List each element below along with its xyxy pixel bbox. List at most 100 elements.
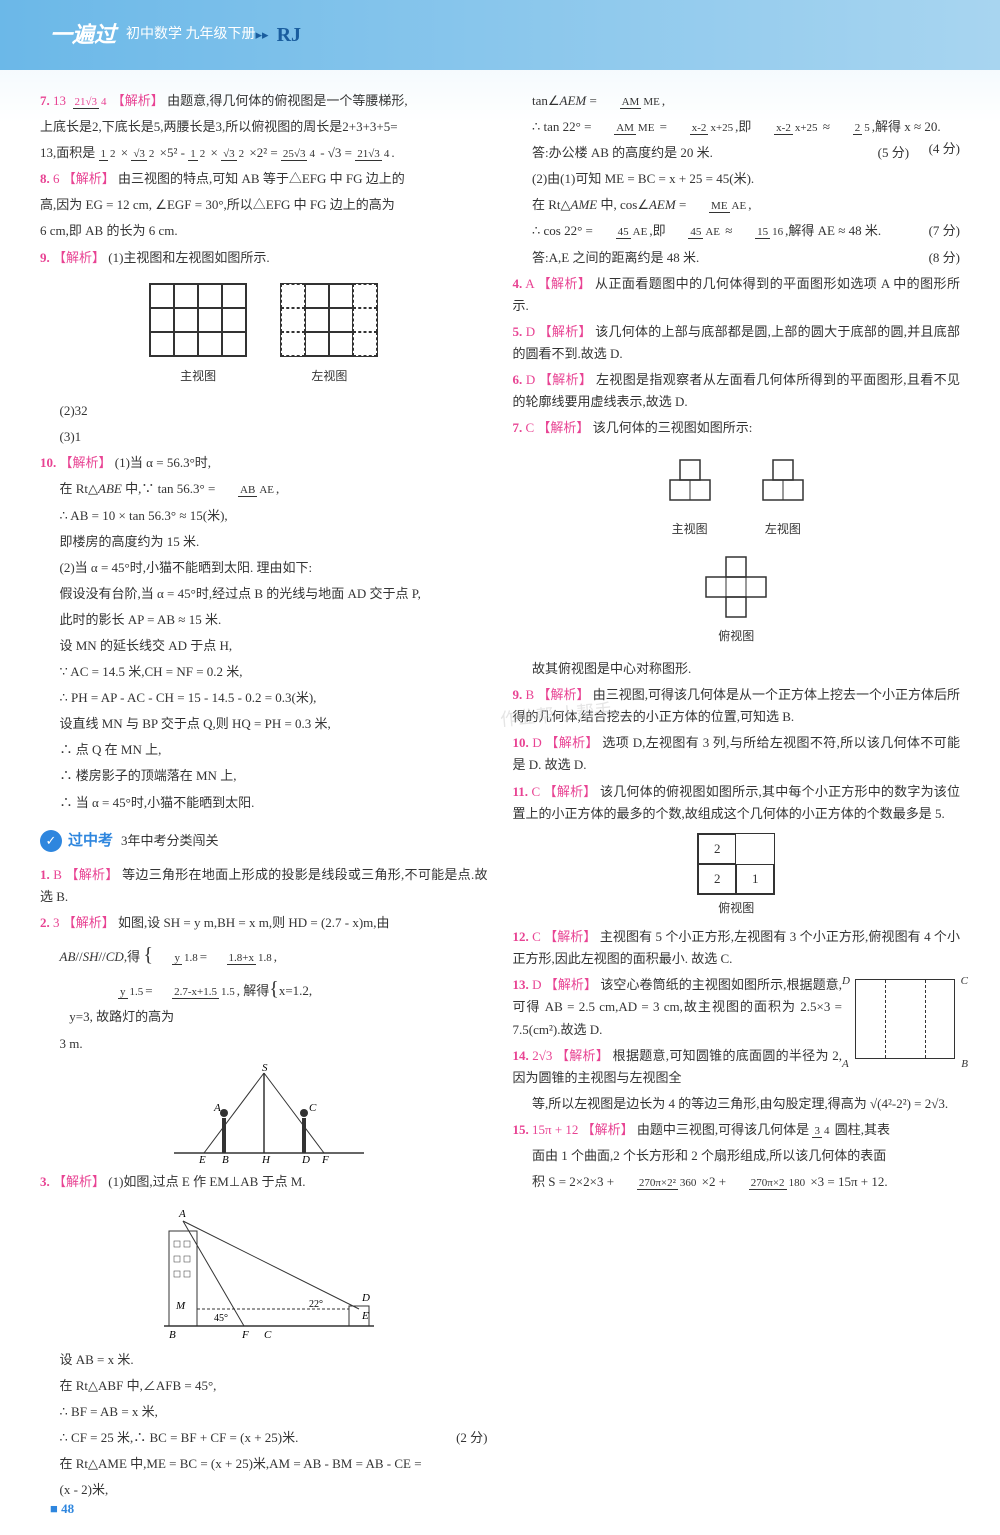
lbl-D: D [842, 972, 850, 991]
svg-text:C: C [309, 1102, 317, 1114]
rq13-num: 13. [513, 977, 529, 992]
rq11: 11. C 【解析】 该几何体的俯视图如图所示,其中每个小正方形中的数字为该位置… [513, 781, 961, 825]
rq7-top: 俯视图 [701, 626, 771, 646]
r0-score1: (4 分) [909, 138, 960, 160]
svg-text:D: D [361, 1292, 370, 1304]
rq13: 13. D 【解析】 该空心卷筒纸的主视图如图所示,根据题意,可得 AB = 2… [513, 974, 843, 1040]
rq7-diagram: 主视图 左视图 [513, 447, 961, 650]
page: 一遍过 初中数学 九年级下册 ▸▸ RJ 作业帮 小帮手 7. 13 21√34… [0, 0, 1000, 1535]
e2-text4: 3 m. [40, 1033, 488, 1055]
q9-label: 【解析】 [53, 250, 105, 265]
main-view-caption: 主视图 [149, 366, 247, 386]
header-arrow: ▸▸ [256, 24, 269, 46]
q9-text2: (2)32 [40, 400, 488, 422]
e2-num: 2. [40, 915, 50, 930]
e1-num: 1. [40, 867, 50, 882]
q7-label: 【解析】 [112, 93, 164, 108]
lbl-C: C [961, 972, 968, 991]
q9: 9. 【解析】 (1)主视图和左视图如图所示. [40, 247, 488, 269]
svg-text:45°: 45° [214, 1313, 228, 1324]
q9-text1: (1)主视图和左视图如图所示. [108, 250, 269, 265]
q10-num: 10. [40, 455, 56, 470]
e3-t2: 设 AB = x 米. [40, 1349, 488, 1371]
q10-t11: 设直线 MN 与 BP 交于点 Q,则 HQ = PH = 0.3 米, [40, 713, 488, 735]
rq4-num: 4. [513, 276, 523, 291]
e2-answer: 3 [53, 915, 60, 930]
rq12-label: 【解析】 [544, 929, 596, 944]
rq15-t1: 由题中三视图,可得该几何体是 34 圆柱,其表 [637, 1122, 890, 1137]
rq12-num: 12. [513, 929, 529, 944]
e3-text5: ∴ CF = 25 米,∴ BC = BF + CF = (x + 25)米. [60, 1430, 299, 1445]
rq5: 5. D 【解析】 该几何体的上部与底部都是圆,上部的圆大于底部的圆,并且底部的… [513, 321, 961, 365]
r0-t7: 答:A,E 之间的距离约是 48 米. (8 分) [513, 247, 961, 269]
rq11-num: 11. [513, 784, 529, 799]
rq7: 7. C 【解析】 该几何体的三视图如图所示: [513, 417, 961, 439]
rq5-num: 5. [513, 324, 523, 339]
rq13-row: 13. D 【解析】 该空心卷筒纸的主视图如图所示,根据题意,可得 AB = 2… [513, 974, 961, 1092]
svg-text:E: E [198, 1154, 206, 1163]
q8-line2: 高,因为 EG = 12 cm, ∠EGF = 30°,所以△EFG 中 FG … [40, 194, 488, 216]
q7-text1: 由题意,得几何体的俯视图是一个等腰梯形, [167, 93, 408, 108]
e3-t4: ∴ BF = AB = x 米, [40, 1401, 488, 1423]
rq14-rest: 等,所以左视图是边长为 4 的等边三角形,由勾股定理,得高为 √(4²-2²) … [513, 1093, 961, 1115]
rq7-num: 7. [513, 420, 523, 435]
e2-text1: 如图,设 SH = y m,BH = x m,则 HD = (2.7 - x)m… [118, 915, 390, 930]
q10-label: 【解析】 [60, 455, 112, 470]
r0-text3: 答:办公楼 AB 的高度约是 20 米. [532, 145, 713, 160]
rq6-num: 6. [513, 372, 523, 387]
rq15: 15. 15π + 12 【解析】 由题中三视图,可得该几何体是 34 圆柱,其… [513, 1119, 961, 1141]
left-view-caption: 左视图 [280, 366, 378, 386]
rq14: 14. 2√3 【解析】 根据题意,可知圆锥的底面圆的半径为 2,因为圆锥的主视… [513, 1045, 843, 1089]
e1-answer: B [53, 867, 62, 882]
rq13-fig: D C A B [850, 974, 960, 1071]
q10-t13: ∴ 楼房影子的顶端落在 MN 上, [40, 765, 488, 787]
q10-t10: ∴ PH = AP - AC - CH = 15 - 14.5 - 0.2 = … [40, 687, 488, 709]
r0-t1: tan∠AEM = AMME, [513, 90, 961, 112]
left-column: 7. 13 21√34 【解析】 由题意,得几何体的俯视图是一个等腰梯形, 上底… [40, 90, 488, 1505]
q9-diagram: 主视图 左视图 [40, 277, 488, 392]
section-subtitle: 3年中考分类闯关 [121, 830, 219, 852]
svg-text:F: F [321, 1154, 329, 1163]
rq7-text1: 该几何体的三视图如图所示: [593, 420, 753, 435]
left-view-grid: 左视图 [280, 283, 378, 386]
e3-t3: 在 Rt△ABF 中,∠AFB = 45°, [40, 1375, 488, 1397]
rq5-label: 【解析】 [539, 324, 592, 339]
r0-score4: (8 分) [909, 247, 960, 269]
rq14-label: 【解析】 [556, 1048, 609, 1063]
right-column: tan∠AEM = AMME, ∴ tan 22° = AMME = x-2x+… [513, 90, 961, 1505]
svg-text:B: B [222, 1154, 229, 1163]
content-columns: 7. 13 21√34 【解析】 由题意,得几何体的俯视图是一个等腰梯形, 上底… [40, 90, 960, 1505]
e2-label: 【解析】 [63, 915, 115, 930]
rq15-num: 15. [513, 1122, 529, 1137]
rq7-left: 左视图 [753, 519, 813, 539]
rq15-label: 【解析】 [582, 1122, 634, 1137]
q7-answer: 13 21√34 [53, 93, 109, 108]
rq10-num: 10. [513, 735, 529, 750]
page-header: 一遍过 初中数学 九年级下册 ▸▸ RJ [0, 0, 1000, 70]
lbl-B: B [961, 1055, 968, 1074]
e3-t7: (x - 2)米, [40, 1479, 488, 1501]
e3: 3. 【解析】 (1)如图,过点 E 作 EM⊥AB 于点 M. [40, 1171, 488, 1193]
r0-t2: ∴ tan 22° = AMME = x-2x+25,即 x-2x+25 ≈ 2… [513, 116, 961, 138]
svg-text:M: M [175, 1300, 186, 1312]
rq10: 10. D 【解析】 选项 D,左视图有 3 列,与所给左视图不符,所以该几何体… [513, 732, 961, 776]
check-icon: ✓ [40, 830, 62, 852]
rq5-ans: D [526, 324, 535, 339]
rq15-t2: 面由 1 个曲面,2 个长方形和 2 个扇形组成,所以该几何体的表面 [513, 1145, 961, 1167]
rq15-t3: 积 S = 2×2×3 + 270π×2²360 ×2 + 270π×2180 … [513, 1171, 961, 1193]
t-r1c1: 2 [698, 834, 736, 864]
rq13-ans: D [532, 977, 541, 992]
e1-label: 【解析】 [65, 867, 118, 882]
e3-text1: (1)如图,过点 E 作 EM⊥AB 于点 M. [108, 1174, 305, 1189]
q9-text3: (3)1 [40, 426, 488, 448]
rq10-ans: D [532, 735, 541, 750]
rq7-main: 主视图 [660, 519, 720, 539]
r0-t3: 答:办公楼 AB 的高度约是 20 米. (5 分) [513, 142, 961, 164]
rq12: 12. C 【解析】 主视图有 5 个小正方形,左视图有 3 个小正方形,俯视图… [513, 926, 961, 970]
q10-t3: ∴ AB = 10 × tan 56.3° ≈ 15(米), [40, 505, 488, 527]
q10-t8: 设 MN 的延长线交 AD 于点 H, [40, 635, 488, 657]
r0-score2: (5 分) [858, 142, 909, 164]
q10-t5: (2)当 α = 45°时,小猫不能晒到太阳. 理由如下: [40, 557, 488, 579]
t-r2c2: 1 [736, 864, 774, 894]
svg-text:D: D [301, 1154, 310, 1163]
